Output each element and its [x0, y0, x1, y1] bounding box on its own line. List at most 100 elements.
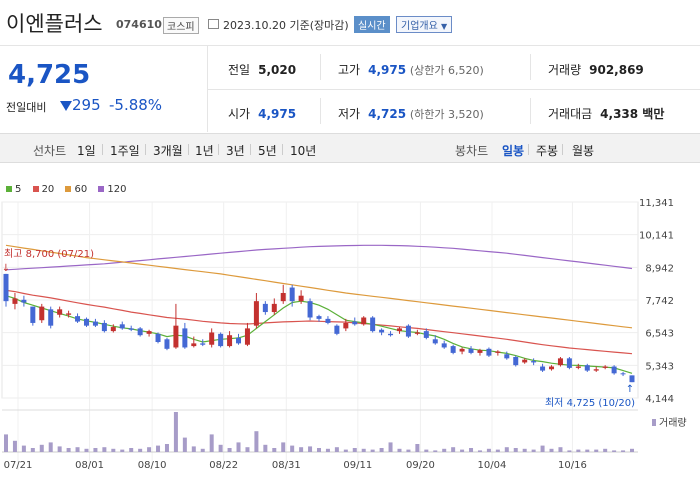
ma5-label: 5 — [15, 184, 22, 195]
candle-monthly[interactable]: 월봉 — [572, 144, 595, 158]
candle-body — [101, 322, 107, 332]
prev-close: 전일 5,020 — [228, 61, 296, 78]
low-annotation: 최저 4,725 (10/20) — [545, 397, 635, 409]
candle-body — [218, 333, 224, 347]
candle-daily[interactable]: 일봉 — [502, 144, 525, 158]
volume-bar — [66, 448, 71, 452]
volume-bar — [406, 449, 411, 452]
ma5-swatch — [6, 186, 12, 192]
candle-body — [495, 351, 501, 353]
period-5y[interactable]: 5년 — [258, 144, 277, 158]
volume-bar — [227, 448, 232, 452]
period-10y[interactable]: 10년 — [290, 144, 317, 158]
candle-body — [611, 366, 617, 374]
candle-body — [289, 287, 295, 302]
amount-label: 거래대금 — [548, 107, 593, 121]
candle-body — [468, 348, 474, 353]
candle-body — [298, 295, 304, 302]
y-tick-label: 5,343 — [645, 361, 674, 372]
down-arrow-icon — [60, 101, 72, 111]
divider — [145, 144, 146, 155]
candle-body — [459, 348, 465, 352]
candle-body — [66, 313, 72, 315]
candle-body — [557, 358, 563, 366]
y-tick-label: 6,543 — [645, 329, 674, 340]
volume-bar — [272, 448, 277, 452]
volume-bar — [39, 444, 44, 452]
ma120-line — [5, 244, 633, 271]
volume-value: 902,869 — [589, 63, 644, 77]
volume: 거래량 902,869 — [548, 61, 644, 78]
open-price: 시가 4,975 — [228, 105, 296, 122]
stock-name: 이엔플러스 — [6, 12, 103, 36]
candle-body — [316, 316, 322, 319]
period-1d[interactable]: 1일 — [77, 144, 96, 158]
volume-bar — [93, 448, 98, 452]
candle-body — [3, 273, 9, 302]
candle-body — [620, 373, 626, 375]
volume-bar — [415, 444, 420, 452]
candle-body — [128, 328, 134, 330]
volume-bar — [477, 450, 482, 452]
candle-body — [39, 306, 45, 321]
company-info-dropdown[interactable]: 기업개요 ▼ — [396, 16, 453, 33]
volume-bar — [4, 434, 8, 452]
volume-bar — [504, 447, 509, 452]
low-label: 저가 — [338, 107, 361, 121]
volume-bar — [397, 448, 402, 452]
candle-body — [388, 333, 394, 336]
candle-body — [253, 301, 259, 326]
volume-bar — [75, 447, 80, 452]
period-1y[interactable]: 1년 — [195, 144, 214, 158]
legend-ma5: 5 — [6, 184, 21, 195]
trade-amount: 거래대금 4,338 백만 — [548, 105, 664, 122]
candle-body — [75, 316, 81, 322]
candle-body — [405, 325, 411, 337]
volume-bar — [21, 445, 26, 452]
lower-limit: (하한가 3,520) — [409, 108, 484, 121]
volume-bar — [102, 447, 107, 452]
volume-bar — [469, 448, 474, 452]
divider — [528, 144, 529, 155]
period-3y[interactable]: 3년 — [226, 144, 245, 158]
legend-ma120: 120 — [98, 184, 127, 195]
legend-ma60: 60 — [65, 184, 87, 195]
candle-body — [164, 339, 170, 349]
volume-bar — [424, 449, 429, 452]
candle-body — [57, 309, 63, 315]
up-arrow-icon: ↑ — [626, 384, 634, 395]
ma20-swatch — [32, 186, 39, 192]
down-arrow-icon: ↓ — [2, 263, 10, 274]
candle-weekly[interactable]: 주봉 — [536, 144, 559, 158]
candle-body — [271, 303, 277, 313]
stats-grid: 전일 5,020 고가 4,975 (상한가 6,520) 거래량 902,869 시… — [208, 46, 700, 132]
volume-bar — [522, 448, 527, 452]
volume-bar — [308, 446, 313, 452]
period-3m[interactable]: 3개월 — [153, 144, 183, 158]
change-value: 295 — [72, 96, 101, 114]
volume-bar — [191, 446, 196, 452]
x-tick-label: 10/04 — [478, 460, 507, 471]
volume-bar — [630, 448, 634, 452]
realtime-button[interactable]: 실시간 — [354, 16, 390, 33]
x-tick-label: 08/31 — [272, 460, 301, 471]
volume-bar — [236, 442, 241, 452]
candle-body — [30, 306, 36, 323]
candle-body — [450, 346, 456, 353]
candle-body — [343, 322, 349, 329]
volume-bar — [603, 448, 608, 452]
candle-body — [262, 303, 268, 313]
period-1w[interactable]: 1주일 — [110, 144, 140, 158]
x-tick-label: 09/11 — [343, 460, 372, 471]
open-value: 4,975 — [258, 107, 297, 121]
stock-chart[interactable]: 11,341 10,141 8,942 7,742 6,543 5,343 4,144 07/… — [0, 195, 700, 490]
volume-legend-swatch — [652, 419, 656, 426]
candle-body — [504, 354, 510, 359]
volume-bar — [594, 449, 599, 452]
candle-body — [200, 343, 206, 345]
ma60-swatch — [65, 186, 72, 192]
high-value: 4,975 — [368, 63, 407, 77]
volume-bar — [612, 450, 617, 452]
volume-bar — [281, 442, 286, 452]
candle-body — [227, 335, 233, 347]
